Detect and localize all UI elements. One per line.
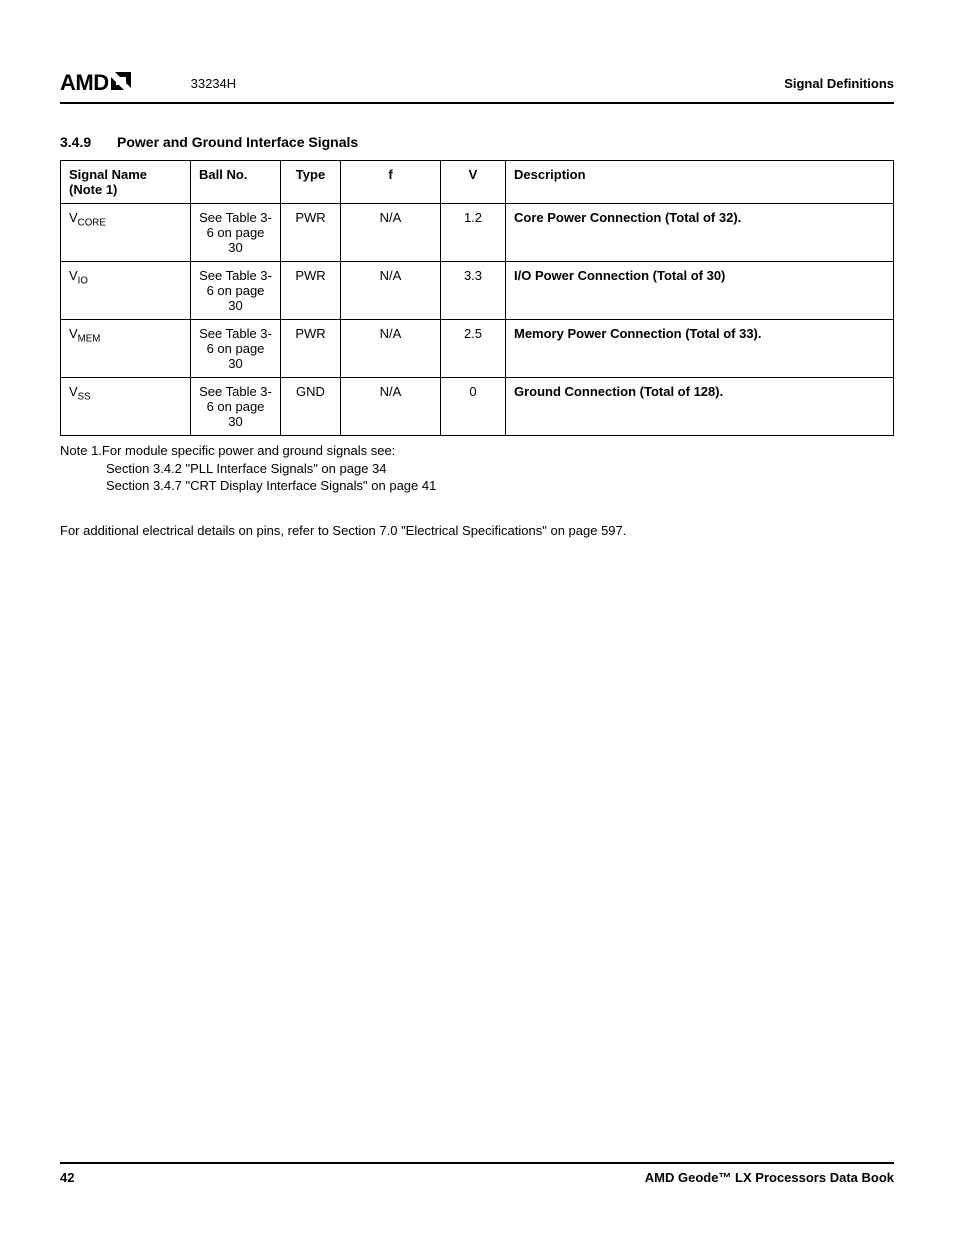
table-header-row: Signal Name (Note 1) Ball No. Type f V D… [61, 161, 894, 204]
cell-v: 0 [441, 378, 506, 436]
section-heading: 3.4.9 Power and Ground Interface Signals [60, 134, 894, 150]
amd-arrow-icon [111, 70, 131, 96]
table-row: VSS See Table 3-6 on page 30 GND N/A 0 G… [61, 378, 894, 436]
document-number: 33234H [191, 76, 785, 91]
col-signal-name: Signal Name (Note 1) [61, 161, 191, 204]
col-f: f [341, 161, 441, 204]
col-description: Description [506, 161, 894, 204]
cell-signal-name: VSS [61, 378, 191, 436]
cell-description: I/O Power Connection (Total of 30) [506, 262, 894, 320]
cell-description: Core Power Connection (Total of 32). [506, 204, 894, 262]
cell-ball-no: See Table 3-6 on page 30 [191, 204, 281, 262]
cell-type: PWR [281, 204, 341, 262]
signals-table: Signal Name (Note 1) Ball No. Type f V D… [60, 160, 894, 436]
cell-v: 1.2 [441, 204, 506, 262]
book-title: AMD Geode™ LX Processors Data Book [645, 1170, 894, 1185]
cell-signal-name: VMEM [61, 320, 191, 378]
table-notes: Note 1.For module specific power and gro… [60, 442, 894, 495]
cell-f: N/A [341, 320, 441, 378]
logo-text: AMD [60, 70, 109, 96]
page-number: 42 [60, 1170, 74, 1185]
cell-f: N/A [341, 262, 441, 320]
cell-ball-no: See Table 3-6 on page 30 [191, 378, 281, 436]
cell-type: GND [281, 378, 341, 436]
cell-description: Ground Connection (Total of 128). [506, 378, 894, 436]
col-ball-no: Ball No. [191, 161, 281, 204]
cell-f: N/A [341, 204, 441, 262]
table-row: VIO See Table 3-6 on page 30 PWR N/A 3.3… [61, 262, 894, 320]
page-footer: 42 AMD Geode™ LX Processors Data Book [60, 1162, 894, 1185]
cell-ball-no: See Table 3-6 on page 30 [191, 262, 281, 320]
cell-type: PWR [281, 262, 341, 320]
note-line-2: Section 3.4.2 "PLL Interface Signals" on… [60, 460, 894, 478]
col-type: Type [281, 161, 341, 204]
section-number: 3.4.9 [60, 134, 91, 150]
cell-description: Memory Power Connection (Total of 33). [506, 320, 894, 378]
body-paragraph: For additional electrical details on pin… [60, 523, 894, 538]
page-header: AMD 33234H Signal Definitions [60, 70, 894, 104]
col-v: V [441, 161, 506, 204]
header-section-title: Signal Definitions [784, 76, 894, 91]
amd-logo: AMD [60, 70, 131, 96]
section-title: Power and Ground Interface Signals [117, 134, 358, 150]
cell-f: N/A [341, 378, 441, 436]
note-line-3: Section 3.4.7 "CRT Display Interface Sig… [60, 477, 894, 495]
note-line-1: Note 1.For module specific power and gro… [60, 442, 894, 460]
cell-signal-name: VCORE [61, 204, 191, 262]
cell-v: 2.5 [441, 320, 506, 378]
cell-signal-name: VIO [61, 262, 191, 320]
cell-type: PWR [281, 320, 341, 378]
table-row: VCORE See Table 3-6 on page 30 PWR N/A 1… [61, 204, 894, 262]
cell-ball-no: See Table 3-6 on page 30 [191, 320, 281, 378]
cell-v: 3.3 [441, 262, 506, 320]
table-row: VMEM See Table 3-6 on page 30 PWR N/A 2.… [61, 320, 894, 378]
